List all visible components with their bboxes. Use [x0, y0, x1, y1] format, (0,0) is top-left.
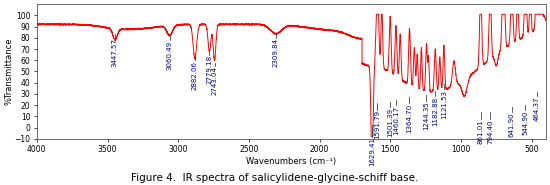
Text: 1460.17: 1460.17 — [393, 106, 399, 135]
Text: Figure 4.  IR spectra of salicylidene-glycine-schiff base.: Figure 4. IR spectra of salicylidene-gly… — [131, 173, 419, 183]
Text: 641.90: 641.90 — [509, 112, 515, 137]
Text: 2779.18: 2779.18 — [206, 55, 212, 84]
Text: 3447.57: 3447.57 — [112, 38, 118, 67]
Text: 1591.79: 1591.79 — [375, 110, 380, 139]
X-axis label: Wavenumbers (cm⁻¹): Wavenumbers (cm⁻¹) — [246, 157, 337, 166]
Text: 2309.84: 2309.84 — [273, 38, 279, 67]
Text: 544.90: 544.90 — [522, 110, 529, 134]
Y-axis label: %Transmittance: %Transmittance — [4, 38, 13, 105]
Text: 1364.70: 1364.70 — [406, 103, 412, 133]
Text: 794.40: 794.40 — [487, 119, 493, 144]
Text: 1121.53: 1121.53 — [441, 90, 447, 119]
Text: 464.37: 464.37 — [534, 97, 540, 121]
Text: 3060.49: 3060.49 — [167, 41, 173, 70]
Text: 1244.35: 1244.35 — [424, 101, 430, 130]
Text: 1629.41: 1629.41 — [369, 137, 375, 166]
Text: 1501.39: 1501.39 — [387, 108, 393, 137]
Text: 1182.88: 1182.88 — [432, 97, 438, 126]
Text: 2882.06: 2882.06 — [192, 61, 198, 90]
Text: 2743.04: 2743.04 — [212, 66, 218, 95]
Text: 861.01: 861.01 — [477, 119, 483, 144]
